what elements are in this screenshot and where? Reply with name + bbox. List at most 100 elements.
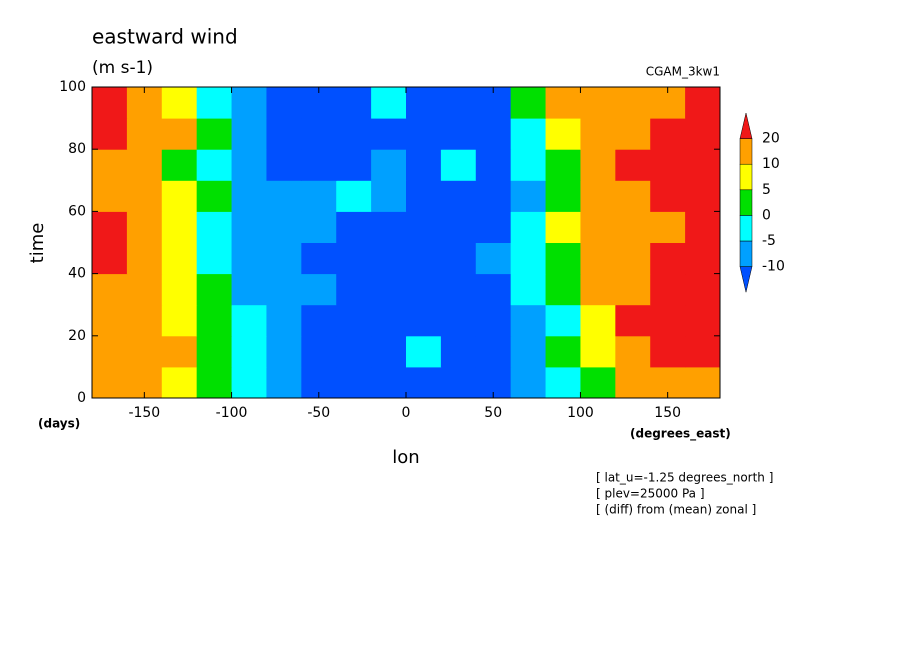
cell: [196, 211, 233, 243]
note: [ (diff) from (mean) zonal ]: [596, 503, 756, 517]
cell: [161, 211, 198, 243]
cell: [545, 304, 581, 337]
cell: [440, 180, 477, 212]
cell: [475, 118, 512, 150]
y-axis-label: time: [27, 223, 48, 264]
cell: [650, 149, 686, 181]
cell: [580, 273, 616, 306]
cell: [406, 180, 442, 212]
cell: [650, 211, 686, 243]
cell: [371, 211, 407, 243]
cell: [510, 149, 547, 181]
cell: [545, 335, 581, 368]
note: [ plev=25000 Pa ]: [596, 487, 705, 501]
cell: [510, 366, 547, 399]
cell: [545, 149, 581, 181]
x-tick-label: 100: [567, 405, 594, 421]
cell: [440, 211, 477, 243]
cell: [336, 211, 372, 243]
cell: [510, 87, 547, 119]
cell: [161, 118, 198, 150]
cell: [161, 87, 198, 119]
cell: [615, 149, 651, 181]
cell: [126, 149, 163, 181]
cell: [371, 304, 407, 337]
x-unit: (degrees_east): [630, 427, 731, 442]
cell: [650, 242, 686, 275]
cell: [92, 304, 128, 337]
cell: [580, 335, 616, 368]
cell: [336, 304, 372, 337]
cell: [126, 335, 163, 368]
cell: [371, 118, 407, 150]
cell: [231, 149, 267, 181]
cell: [161, 242, 198, 275]
cell: [266, 211, 302, 243]
cell: [580, 87, 616, 119]
cell: [161, 273, 198, 306]
cell: [231, 242, 267, 275]
cell: [615, 366, 651, 399]
cell: [266, 366, 302, 399]
cell: [440, 118, 477, 150]
cell: [196, 242, 233, 275]
cell: [336, 273, 372, 306]
cell: [685, 118, 721, 150]
cell: [510, 118, 547, 150]
cell: [510, 304, 547, 337]
cell: [336, 180, 372, 212]
cell: [92, 149, 128, 181]
cell: [161, 335, 198, 368]
cell: [301, 211, 337, 243]
colorbar-segment: [739, 163, 753, 191]
cell: [196, 304, 233, 337]
cell: [580, 149, 616, 181]
cell: [685, 149, 721, 181]
cell: [126, 242, 163, 275]
colorbar-segment: [739, 215, 753, 242]
cell: [475, 273, 512, 306]
cell: [371, 366, 407, 399]
cell: [510, 242, 547, 275]
cell: [371, 273, 407, 306]
cell: [406, 304, 442, 337]
cell: [336, 149, 372, 181]
cell: [510, 335, 547, 368]
cell: [92, 273, 128, 306]
colorbar-segment: [739, 138, 753, 165]
cell: [440, 366, 477, 399]
source-label: CGAM_3kw1: [646, 65, 720, 79]
cell: [231, 87, 267, 119]
colorbar-label: -10: [762, 259, 785, 275]
chart-title: eastward wind: [92, 25, 238, 49]
cell: [196, 273, 233, 306]
cell: [510, 273, 547, 306]
cell: [685, 211, 721, 243]
cell: [650, 273, 686, 306]
cell: [266, 273, 302, 306]
cell: [406, 211, 442, 243]
cell: [231, 273, 267, 306]
cell: [406, 118, 442, 150]
cell: [266, 335, 302, 368]
cell: [615, 335, 651, 368]
y-tick-label: 0: [77, 390, 86, 406]
colorbar-label: -5: [762, 233, 776, 249]
cell: [266, 118, 302, 150]
cell: [196, 149, 233, 181]
cell: [406, 87, 442, 119]
x-tick-label: -150: [128, 405, 160, 421]
cell: [615, 211, 651, 243]
cell: [196, 87, 233, 119]
cell: [440, 335, 477, 368]
cell: [650, 335, 686, 368]
cell: [231, 366, 267, 399]
cell: [196, 335, 233, 368]
cell: [126, 180, 163, 212]
cell: [231, 118, 267, 150]
cell: [685, 242, 721, 275]
chart-subtitle: (m s-1): [92, 58, 153, 78]
cell: [406, 273, 442, 306]
cell: [685, 87, 721, 119]
y-unit: (days): [38, 417, 80, 431]
